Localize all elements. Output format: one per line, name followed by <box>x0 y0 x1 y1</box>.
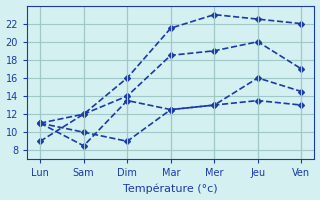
X-axis label: Température (°c): Température (°c) <box>124 184 218 194</box>
